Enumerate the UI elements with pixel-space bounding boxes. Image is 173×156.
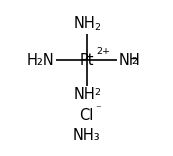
Text: 2: 2	[131, 57, 137, 66]
Text: 2: 2	[94, 23, 100, 32]
Text: H₂N: H₂N	[27, 53, 54, 68]
Text: ⁻: ⁻	[95, 104, 101, 114]
Text: NH₃: NH₃	[73, 128, 100, 143]
Text: 2+: 2+	[96, 47, 110, 56]
Text: NH: NH	[74, 16, 96, 31]
Text: NH: NH	[119, 53, 140, 68]
Text: NH: NH	[74, 87, 96, 102]
Text: Pt: Pt	[79, 53, 94, 68]
Text: Cl: Cl	[79, 108, 94, 123]
Text: 2: 2	[94, 88, 100, 97]
